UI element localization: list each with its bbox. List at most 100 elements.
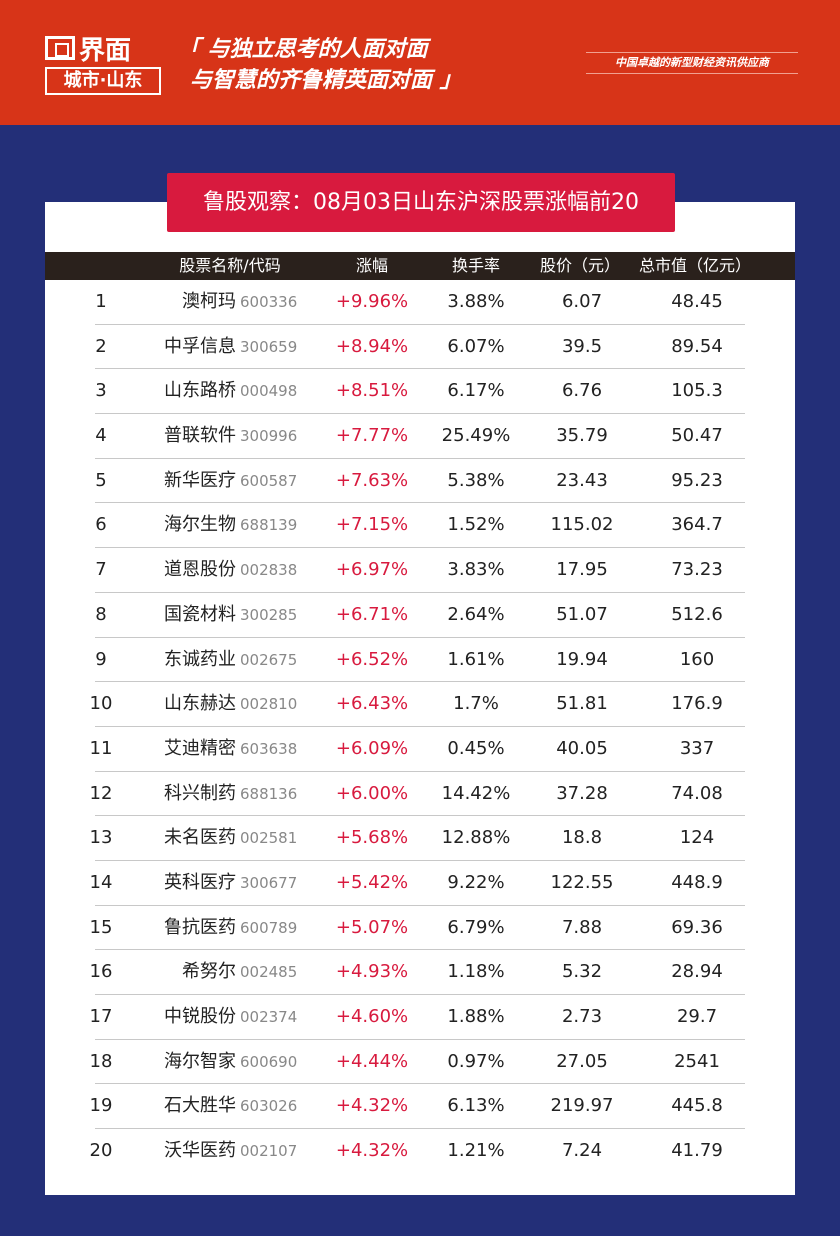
cell-rank: 18 [89,1050,113,1072]
cell-price: 17.95 [556,559,608,581]
cell-rank: 20 [89,1140,113,1162]
cell-name: 澳柯玛 [182,291,236,312]
table-row: 13 未名医药 002581 +5.68% 12.88% 18.8 124 [0,816,840,861]
table-row: 7 道恩股份 002838 +6.97% 3.83% 17.95 73.23 [0,548,840,593]
cell-cap: 28.94 [671,961,723,983]
cell-code: 002485 [240,963,298,982]
cell-change: +6.71% [335,603,409,625]
cell-cap: 41.79 [671,1140,723,1162]
table-row: 9 东诚药业 002675 +6.52% 1.61% 19.94 160 [0,638,840,683]
cell-turnover: 25.49% [441,425,511,447]
cell-change: +6.00% [335,782,409,804]
cell-change: +8.51% [335,380,409,402]
cell-turnover: 1.18% [447,961,505,983]
cell-change: +6.09% [335,737,409,759]
cell-rank: 16 [89,961,113,983]
cell-code: 600690 [240,1052,298,1071]
cell-name: 海尔生物 [164,514,236,536]
table-row: 3 山东路桥 000498 +8.51% 6.17% 6.76 105.3 [0,369,840,414]
table-row: 16 希努尔 002485 +4.93% 1.18% 5.32 28.94 [0,950,840,995]
cell-name: 沃华医药 [164,1140,236,1162]
cell-turnover: 3.88% [447,291,505,312]
cell-cap: 89.54 [671,335,723,357]
cell-price: 40.05 [556,737,608,759]
cell-turnover: 6.17% [447,380,505,402]
cell-code: 603638 [240,739,298,758]
cell-rank: 19 [89,1095,113,1117]
cell-turnover: 1.52% [447,514,505,536]
col-cap: 总市值（亿元） [638,256,751,275]
header-banner: 界面 城市·山东 「 与独立思考的人面对面 与智慧的齐鲁精英面对面 」 中国卓越… [0,0,840,125]
cell-cap: 448.9 [671,871,723,893]
cell-cap: 48.45 [671,291,723,312]
cell-name: 未名医药 [164,827,236,849]
table-row: 19 石大胜华 603026 +4.32% 6.13% 219.97 445.8 [0,1084,840,1129]
cell-change: +7.15% [335,514,409,536]
cell-rank: 17 [89,1006,113,1027]
cell-code: 300659 [240,337,298,356]
cell-change: +5.42% [335,871,409,893]
tagline: 中国卓越的新型财经资讯供应商 [586,52,798,74]
table-row: 15 鲁抗医药 600789 +5.07% 6.79% 7.88 69.36 [0,906,840,951]
cell-name: 国瓷材料 [164,603,236,625]
cell-price: 39.5 [561,335,603,357]
cell-cap: 105.3 [671,380,723,402]
slogan: 「 与独立思考的人面对面 与智慧的齐鲁精英面对面 」 [178,34,462,96]
cell-change: +4.32% [335,1140,409,1162]
table-row: 10 山东赫达 002810 +6.43% 1.7% 51.81 176.9 [0,682,840,727]
cell-cap: 74.08 [671,782,723,804]
cell-price: 219.97 [550,1095,614,1117]
cell-price: 7.88 [561,916,603,938]
table-row: 6 海尔生物 688139 +7.15% 1.52% 115.02 364.7 [0,503,840,548]
cell-cap: 95.23 [671,469,723,491]
cell-turnover: 2.64% [447,603,505,625]
table-row: 14 英科医疗 300677 +5.42% 9.22% 122.55 448.9 [0,861,840,906]
cell-code: 600587 [240,471,298,490]
cell-code: 603026 [240,1097,298,1116]
cell-price: 7.24 [561,1140,603,1162]
cell-cap: 124 [679,827,715,849]
cell-name: 新华医疗 [164,469,236,491]
cell-price: 51.81 [556,693,608,715]
cell-rank: 7 [95,559,107,581]
cell-price: 122.55 [550,871,614,893]
cell-turnover: 1.88% [447,1006,505,1027]
cell-rank: 10 [89,693,113,715]
cell-price: 19.94 [556,648,608,670]
cell-turnover: 0.97% [447,1050,505,1072]
cell-name: 山东赫达 [164,693,236,715]
cell-cap: 29.7 [676,1006,718,1027]
cell-rank: 2 [95,335,107,357]
cell-rank: 11 [89,737,113,759]
cell-price: 37.28 [556,782,608,804]
cell-rank: 4 [95,425,107,447]
cell-change: +7.63% [335,469,409,491]
cell-rank: 6 [95,514,107,536]
table-row: 8 国瓷材料 300285 +6.71% 2.64% 51.07 512.6 [0,593,840,638]
col-name: 股票名称/代码 [179,256,281,275]
cell-name: 石大胜华 [164,1095,236,1117]
table-row: 20 沃华医药 002107 +4.32% 1.21% 7.24 41.79 [0,1129,840,1174]
cell-price: 5.32 [561,961,603,983]
cell-price: 6.76 [561,380,603,402]
cell-change: +8.94% [335,335,409,357]
cell-turnover: 9.22% [447,871,505,893]
cell-turnover: 1.7% [453,693,499,715]
cell-name: 东诚药业 [164,648,236,670]
cell-turnover: 6.07% [447,335,505,357]
cell-price: 115.02 [550,514,614,536]
cell-turnover: 1.21% [447,1140,505,1162]
cell-change: +4.93% [335,961,409,983]
cell-change: +7.77% [335,425,409,447]
cell-rank: 3 [95,380,107,402]
cell-turnover: 6.13% [447,1095,505,1117]
table-row: 11 艾迪精密 603638 +6.09% 0.45% 40.05 337 [0,727,840,772]
logo-text: 界面 [79,35,132,66]
col-change: 涨幅 [355,256,388,275]
table-row: 4 普联软件 300996 +7.77% 25.49% 35.79 50.47 [0,414,840,459]
table-row: 12 科兴制药 688136 +6.00% 14.42% 37.28 74.08 [0,772,840,817]
cell-turnover: 14.42% [441,782,511,804]
cell-name: 道恩股份 [164,559,236,581]
cell-change: +5.68% [335,827,409,849]
cell-code: 600336 [240,293,298,311]
